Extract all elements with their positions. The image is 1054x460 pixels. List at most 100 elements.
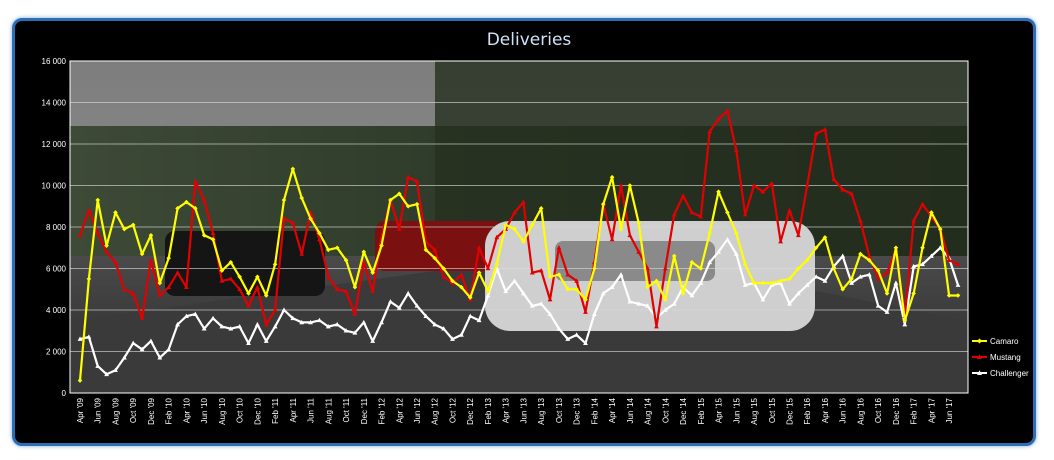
data-point bbox=[689, 209, 695, 215]
legend-marker bbox=[977, 370, 982, 375]
y-tick-label: 0 bbox=[62, 389, 67, 398]
data-point bbox=[955, 293, 961, 298]
data-point bbox=[263, 293, 269, 298]
data-point bbox=[77, 378, 83, 383]
data-point bbox=[556, 245, 562, 250]
data-point bbox=[804, 182, 810, 188]
data-point bbox=[175, 270, 180, 275]
data-point bbox=[787, 301, 792, 306]
data-point bbox=[547, 274, 553, 280]
legend-label: Camaro bbox=[990, 337, 1019, 346]
data-point bbox=[361, 259, 367, 265]
x-tick-label: Aug '14 bbox=[644, 397, 653, 424]
data-point bbox=[804, 282, 810, 287]
x-tick-label: Oct '12 bbox=[448, 397, 457, 423]
data-point bbox=[813, 274, 819, 279]
data-point bbox=[432, 247, 438, 252]
data-point bbox=[645, 284, 650, 290]
data-point bbox=[866, 272, 872, 277]
data-point bbox=[521, 239, 526, 244]
data-point bbox=[396, 305, 402, 310]
y-tick-label: 8 000 bbox=[46, 223, 67, 232]
data-point bbox=[716, 249, 721, 254]
data-point bbox=[450, 336, 455, 341]
data-point bbox=[671, 253, 677, 259]
y-tick-label: 14 000 bbox=[42, 99, 67, 108]
data-point bbox=[272, 262, 278, 267]
data-point bbox=[840, 253, 846, 258]
data-point bbox=[494, 262, 500, 267]
data-point bbox=[485, 292, 491, 298]
x-tick-label: Dec '13 bbox=[573, 397, 582, 424]
data-point bbox=[547, 297, 553, 302]
x-tick-label: Aug '13 bbox=[537, 397, 546, 424]
data-point bbox=[654, 278, 659, 284]
x-tick-label: Feb '14 bbox=[590, 397, 599, 424]
data-point bbox=[769, 280, 775, 286]
data-point bbox=[272, 307, 278, 312]
data-point bbox=[139, 251, 145, 257]
data-point bbox=[840, 286, 846, 292]
data-point bbox=[760, 297, 766, 302]
data-point bbox=[343, 288, 349, 294]
data-point bbox=[317, 230, 322, 236]
data-point bbox=[157, 292, 163, 298]
x-tick-label: Apr '17 bbox=[927, 397, 936, 423]
data-point bbox=[441, 326, 447, 331]
data-point bbox=[432, 321, 438, 327]
data-point bbox=[937, 226, 943, 232]
data-point bbox=[671, 301, 677, 306]
data-point bbox=[414, 178, 420, 184]
x-tick-label: Oct '13 bbox=[555, 397, 564, 423]
data-point bbox=[884, 309, 890, 314]
data-point bbox=[210, 230, 216, 236]
data-point bbox=[184, 284, 189, 289]
data-point bbox=[600, 201, 606, 207]
data-point bbox=[467, 295, 473, 300]
x-tick-label: Oct '15 bbox=[768, 397, 777, 423]
legend: Camaro Mustang Challenger bbox=[972, 337, 1029, 378]
data-point bbox=[822, 278, 828, 283]
data-point bbox=[263, 321, 269, 327]
legend-marker bbox=[977, 338, 982, 344]
data-point bbox=[201, 197, 207, 202]
data-point bbox=[636, 301, 642, 306]
data-point bbox=[361, 249, 367, 255]
data-point bbox=[618, 226, 624, 232]
y-tick-label: 12 000 bbox=[42, 140, 67, 149]
data-point bbox=[166, 255, 171, 261]
x-tick-label: Oct '14 bbox=[661, 397, 670, 423]
x-tick-label: Jun '15 bbox=[732, 397, 741, 423]
data-point bbox=[858, 274, 863, 279]
data-point bbox=[228, 276, 234, 281]
x-axis-ticks: Apr '09 Jun '09 Aug '09 Oct '09 Dec '09 Feb '… bbox=[76, 397, 954, 424]
data-point bbox=[281, 197, 287, 203]
data-point bbox=[600, 290, 606, 296]
data-point bbox=[219, 324, 225, 329]
data-point bbox=[609, 236, 615, 242]
data-point bbox=[485, 289, 491, 294]
x-tick-label: Dec '12 bbox=[466, 397, 475, 424]
data-point bbox=[77, 336, 83, 341]
y-tick-label: 4 000 bbox=[46, 306, 67, 315]
data-point bbox=[831, 266, 837, 271]
x-tick-label: Dec '11 bbox=[360, 397, 369, 424]
x-tick-label: Apr '16 bbox=[821, 397, 830, 423]
data-point bbox=[822, 126, 828, 132]
data-point bbox=[583, 309, 588, 314]
x-tick-label: Jun '09 bbox=[94, 397, 103, 423]
data-point bbox=[219, 268, 225, 273]
data-point bbox=[911, 263, 917, 269]
x-tick-label: Dec '15 bbox=[785, 397, 794, 424]
x-tick-label: Apr '10 bbox=[182, 397, 191, 423]
data-point bbox=[113, 259, 118, 265]
data-point bbox=[787, 207, 792, 213]
data-point bbox=[148, 338, 154, 343]
data-point bbox=[139, 346, 145, 352]
data-point bbox=[121, 355, 127, 360]
data-point bbox=[476, 245, 482, 250]
data-point bbox=[405, 203, 411, 209]
data-point bbox=[574, 278, 580, 283]
data-point bbox=[689, 292, 695, 298]
data-point bbox=[512, 209, 517, 215]
